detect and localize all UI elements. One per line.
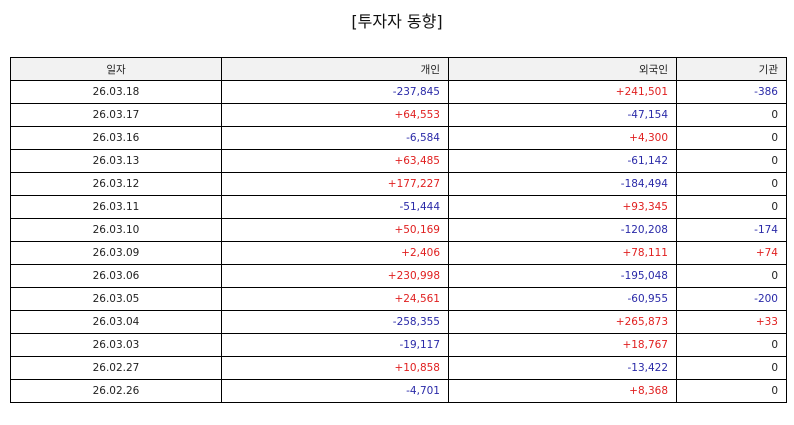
cell-institution: 0 — [676, 126, 787, 150]
cell-date: 26.03.18 — [10, 80, 222, 104]
header-individual: 개인 — [221, 57, 449, 81]
table-row: 26.03.04 -258,355 +265,873 +33 — [10, 310, 787, 334]
cell-date: 26.02.26 — [10, 379, 222, 403]
table-row: 26.03.11 -51,444 +93,345 0 — [10, 195, 787, 219]
cell-individual: -4,701 — [221, 379, 449, 403]
cell-institution: 0 — [676, 103, 787, 127]
cell-date: 26.03.11 — [10, 195, 222, 219]
cell-institution: 0 — [676, 379, 787, 403]
cell-individual: +177,227 — [221, 172, 449, 196]
cell-foreign: -47,154 — [448, 103, 677, 127]
cell-date: 26.03.06 — [10, 264, 222, 288]
cell-individual: +50,169 — [221, 218, 449, 242]
table-row: 26.03.13 +63,485 -61,142 0 — [10, 149, 787, 173]
cell-institution: -200 — [676, 287, 787, 311]
cell-foreign: +18,767 — [448, 333, 677, 357]
cell-date: 26.03.17 — [10, 103, 222, 127]
cell-foreign: -13,422 — [448, 356, 677, 380]
cell-foreign: +8,368 — [448, 379, 677, 403]
cell-institution: 0 — [676, 172, 787, 196]
cell-institution: -174 — [676, 218, 787, 242]
cell-foreign: -195,048 — [448, 264, 677, 288]
cell-foreign: +265,873 — [448, 310, 677, 334]
table-row: 26.02.27 +10,858 -13,422 0 — [10, 356, 787, 380]
cell-individual: -237,845 — [221, 80, 449, 104]
table-row: 26.03.05 +24,561 -60,955 -200 — [10, 287, 787, 311]
cell-institution: -386 — [676, 80, 787, 104]
table-row: 26.03.16 -6,584 +4,300 0 — [10, 126, 787, 150]
table-row: 26.03.12 +177,227 -184,494 0 — [10, 172, 787, 196]
cell-foreign: +4,300 — [448, 126, 677, 150]
cell-foreign: +241,501 — [448, 80, 677, 104]
cell-date: 26.03.13 — [10, 149, 222, 173]
cell-date: 26.03.05 — [10, 287, 222, 311]
cell-individual: -258,355 — [221, 310, 449, 334]
table-row: 26.03.17 +64,553 -47,154 0 — [10, 103, 787, 127]
cell-date: 26.03.09 — [10, 241, 222, 265]
cell-date: 26.02.27 — [10, 356, 222, 380]
cell-date: 26.03.16 — [10, 126, 222, 150]
cell-foreign: -120,208 — [448, 218, 677, 242]
table-row: 26.03.18 -237,845 +241,501 -386 — [10, 80, 787, 104]
cell-institution: 0 — [676, 333, 787, 357]
cell-foreign: +78,111 — [448, 241, 677, 265]
cell-date: 26.03.03 — [10, 333, 222, 357]
cell-foreign: -184,494 — [448, 172, 677, 196]
table-row: 26.03.09 +2,406 +78,111 +74 — [10, 241, 787, 265]
cell-individual: -51,444 — [221, 195, 449, 219]
cell-individual: +64,553 — [221, 103, 449, 127]
header-foreign: 외국인 — [448, 57, 677, 81]
cell-foreign: +93,345 — [448, 195, 677, 219]
header-institution: 기관 — [676, 57, 787, 81]
cell-institution: +74 — [676, 241, 787, 265]
table-row: 26.03.03 -19,117 +18,767 0 — [10, 333, 787, 357]
cell-foreign: -60,955 — [448, 287, 677, 311]
cell-institution: 0 — [676, 195, 787, 219]
investor-trend-table: 일자 개인 외국인 기관 26.03.18 -237,845 +241,501 -38… — [10, 57, 787, 403]
cell-individual: +230,998 — [221, 264, 449, 288]
table-row: 26.02.26 -4,701 +8,368 0 — [10, 379, 787, 403]
table-header-row: 일자 개인 외국인 기관 — [10, 57, 787, 81]
cell-date: 26.03.12 — [10, 172, 222, 196]
cell-individual: +10,858 — [221, 356, 449, 380]
page-title: [투자자 동향] — [351, 12, 443, 31]
table-row: 26.03.06 +230,998 -195,048 0 — [10, 264, 787, 288]
cell-individual: +24,561 — [221, 287, 449, 311]
table-row: 26.03.10 +50,169 -120,208 -174 — [10, 218, 787, 242]
cell-institution: 0 — [676, 149, 787, 173]
cell-date: 26.03.10 — [10, 218, 222, 242]
cell-institution: 0 — [676, 264, 787, 288]
cell-individual: +2,406 — [221, 241, 449, 265]
cell-individual: -19,117 — [221, 333, 449, 357]
cell-individual: -6,584 — [221, 126, 449, 150]
cell-institution: 0 — [676, 356, 787, 380]
cell-foreign: -61,142 — [448, 149, 677, 173]
cell-individual: +63,485 — [221, 149, 449, 173]
header-date: 일자 — [10, 57, 222, 81]
cell-date: 26.03.04 — [10, 310, 222, 334]
cell-institution: +33 — [676, 310, 787, 334]
